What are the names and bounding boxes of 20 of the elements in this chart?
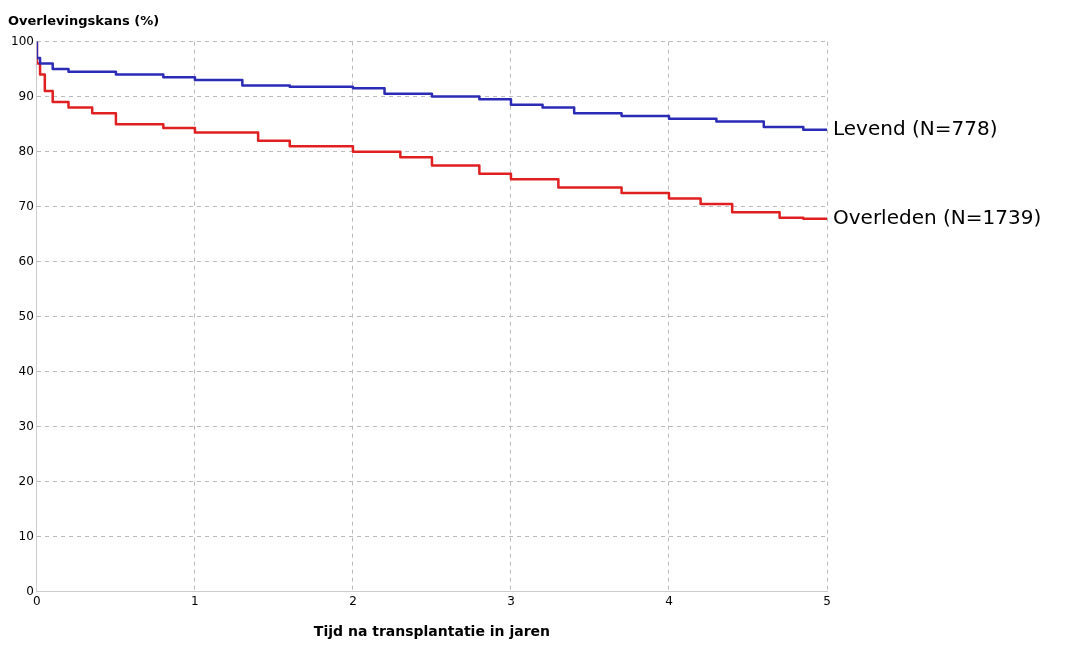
y-tick-label: 80	[18, 143, 34, 158]
series-label: Overleden (N=1739)	[833, 204, 1042, 229]
y-tick-label: 50	[18, 308, 34, 323]
y-tick-label: 100	[11, 33, 34, 48]
x-tick-label: 4	[665, 594, 673, 609]
series-label: Levend (N=778)	[833, 115, 998, 140]
y-tick-label: 10	[18, 528, 34, 543]
y-tick-label: 40	[18, 363, 34, 378]
x-tick-label: 2	[349, 594, 357, 609]
y-tick-label: 70	[18, 198, 34, 213]
y-tick-label: 20	[18, 473, 34, 488]
y-tick-label: 0	[26, 583, 34, 598]
y-tick-label: 60	[18, 253, 34, 268]
y-tick-label: 30	[18, 418, 34, 433]
x-tick-label: 5	[823, 594, 831, 609]
y-axis-title: Overlevingskans (%)	[8, 13, 160, 29]
x-tick-label: 3	[507, 594, 515, 609]
x-axis-title: Tijd na transplantatie in jaren	[313, 623, 551, 640]
y-tick-label: 90	[18, 88, 34, 103]
x-tick-label: 1	[191, 594, 199, 609]
